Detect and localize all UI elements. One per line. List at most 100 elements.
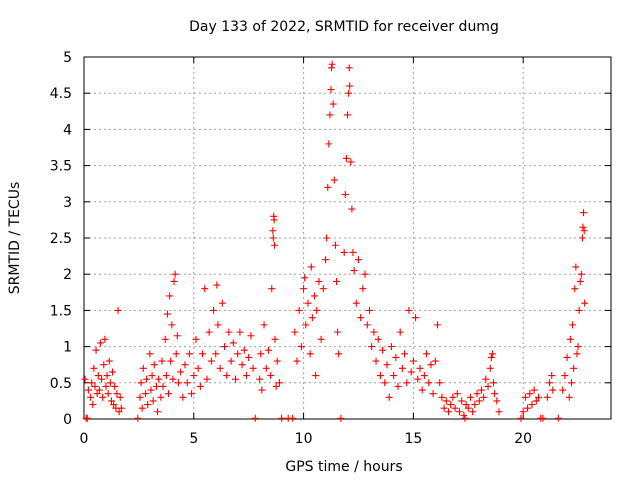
data-point (325, 140, 333, 148)
data-point (203, 375, 211, 383)
data-point (218, 299, 226, 307)
data-point (576, 277, 584, 285)
data-point (84, 386, 92, 394)
data-point (210, 306, 218, 314)
data-point (247, 332, 255, 340)
data-point (354, 256, 362, 264)
data-point (205, 328, 213, 336)
data-point (267, 372, 275, 380)
data-point (368, 343, 376, 351)
data-point (429, 390, 437, 398)
data-point (370, 328, 378, 336)
chart-title: Day 133 of 2022, SRMTID for receiver dum… (189, 19, 499, 35)
data-point (293, 357, 301, 365)
data-point (461, 414, 469, 422)
data-point (289, 414, 297, 422)
data-point (327, 64, 335, 72)
data-point (567, 379, 575, 387)
data-point (335, 350, 343, 358)
data-point (291, 328, 299, 336)
data-point (144, 401, 152, 409)
data-point (213, 281, 221, 289)
data-point (563, 353, 571, 361)
data-point (575, 306, 583, 314)
data-point (271, 335, 279, 343)
x-tick-label: 0 (80, 431, 89, 447)
y-tick-label: 3 (63, 195, 72, 211)
data-point (190, 372, 198, 380)
data-point (434, 321, 442, 329)
data-point (521, 393, 529, 401)
data-point (475, 397, 483, 405)
data-point (392, 353, 400, 361)
data-point (365, 306, 373, 314)
data-point (345, 64, 353, 72)
data-point (561, 372, 569, 380)
y-tick-label: 0.5 (50, 376, 72, 392)
data-point (460, 411, 468, 419)
data-point (271, 241, 279, 249)
data-point (526, 390, 534, 398)
data-point (442, 397, 450, 405)
data-point (486, 364, 494, 372)
data-point (146, 350, 154, 358)
data-point (245, 353, 253, 361)
data-point (98, 375, 106, 383)
data-point (462, 401, 470, 409)
data-point (416, 364, 424, 372)
data-point (171, 270, 179, 278)
data-point (301, 274, 309, 282)
data-point (357, 314, 365, 322)
data-point (90, 364, 98, 372)
data-point (572, 263, 580, 271)
data-point (359, 285, 367, 293)
data-point (420, 372, 428, 380)
data-point (532, 397, 540, 405)
data-point (327, 86, 335, 94)
data-point (138, 404, 146, 412)
data-point (154, 408, 162, 416)
data-point (117, 404, 125, 412)
data-point (159, 382, 167, 390)
data-point (179, 393, 187, 401)
data-point (196, 382, 204, 390)
data-point (524, 404, 532, 412)
data-point (96, 339, 104, 347)
data-point (543, 393, 551, 401)
data-point (295, 306, 303, 314)
data-point (451, 404, 459, 412)
data-point (488, 350, 496, 358)
data-point (103, 372, 111, 380)
data-point (170, 277, 178, 285)
data-point (341, 191, 349, 199)
data-point (104, 390, 112, 398)
data-point (466, 393, 474, 401)
data-point (207, 357, 215, 365)
data-point (455, 408, 463, 416)
data-point (167, 357, 175, 365)
data-point (319, 285, 327, 293)
data-point (490, 379, 498, 387)
data-point (350, 267, 358, 275)
data-point (110, 401, 118, 409)
y-tick-label: 1 (63, 340, 72, 356)
data-point (554, 414, 562, 422)
data-point (573, 350, 581, 358)
data-point (102, 382, 110, 390)
data-point (278, 414, 286, 422)
data-point (307, 263, 315, 271)
data-point (275, 379, 283, 387)
data-point (328, 60, 336, 68)
data-point (92, 346, 100, 354)
data-point (471, 401, 479, 409)
data-point (436, 379, 444, 387)
data-point (163, 310, 171, 318)
data-point (344, 111, 351, 119)
data-point (192, 335, 200, 343)
data-point (199, 350, 207, 358)
data-point (162, 372, 170, 380)
data-point (349, 248, 357, 256)
y-tick-label: 3.5 (50, 159, 72, 175)
data-point (181, 361, 189, 369)
data-point (270, 216, 278, 224)
